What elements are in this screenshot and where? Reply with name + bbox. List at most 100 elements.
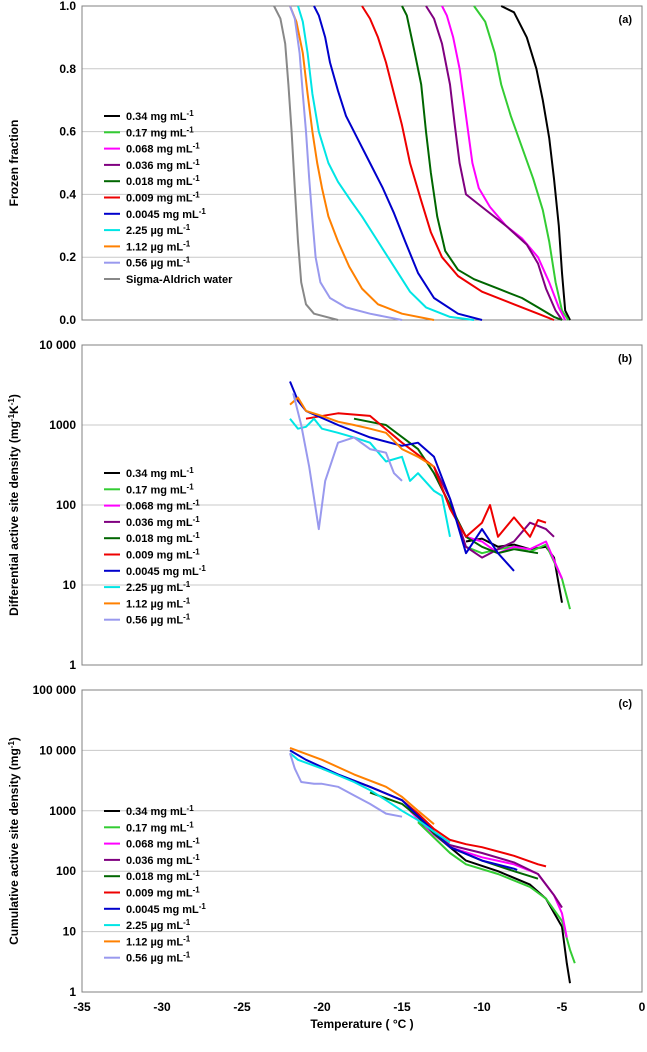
series-line-4 <box>401 5 563 321</box>
legend-entry: 0.34 mg mL-1 <box>126 466 194 480</box>
legend-entry: 0.009 mg mL-1 <box>126 886 200 900</box>
x-tick-label: -25 <box>233 1000 251 1014</box>
legend-label: 0.34 mg mL <box>126 806 187 818</box>
legend-entry: 0.17 mg mL-1 <box>126 125 194 139</box>
x-axis-label: Temperature ( °C ) <box>310 1017 413 1031</box>
legend-sup: -1 <box>193 869 201 878</box>
panel-label: (c) <box>619 698 633 710</box>
legend-entry: 0.009 mg mL-1 <box>126 191 200 205</box>
y-axis-label-sup: -1 <box>7 741 16 749</box>
legend-label: 0.56 µg mL <box>126 953 183 965</box>
legend-entry: 0.068 mg mL-1 <box>126 142 200 156</box>
legend-sup: -1 <box>193 174 201 183</box>
legend-entry: 0.018 mg mL-1 <box>126 174 200 188</box>
panel-label: (a) <box>619 14 633 26</box>
y-axis-label-sup: -1 <box>7 413 16 421</box>
y-axis-label-text: Cumulative active site density (mg <box>7 748 21 945</box>
legend-label: 0.17 mg mL <box>126 127 187 139</box>
legend-sup: -1 <box>187 482 195 491</box>
series-line-3 <box>425 5 563 321</box>
legend-entry: 2.25 µg mL-1 <box>126 223 191 237</box>
y-axis-label-mid: K <box>7 405 21 414</box>
legend-entry: 0.068 mg mL-1 <box>126 837 200 851</box>
panel-b: 1 10 100 1000 10 000 (b) Differential active s… <box>7 338 643 672</box>
series-line-8 <box>289 746 435 825</box>
series-line-9 <box>289 752 403 818</box>
legend-label: 2.25 µg mL <box>126 582 183 594</box>
legend-label: 1.12 µg mL <box>126 598 183 610</box>
panel-c: 1 10 100 1000 10 000 100 000 -35 -30 -25 -20 -15 -1… <box>7 683 646 1031</box>
series-line-5 <box>305 412 547 538</box>
legend-entry: Sigma-Aldrich water <box>126 274 233 286</box>
y-tick-label: 100 <box>56 864 76 878</box>
series-line-7 <box>289 752 451 844</box>
legend-label: 2.25 µg mL <box>126 920 183 932</box>
legend-label: 0.068 mg mL <box>126 144 193 156</box>
series-line-7 <box>289 417 451 537</box>
series-line-9 <box>292 392 403 531</box>
legend-label: 0.068 mg mL <box>126 839 193 851</box>
legend-entry: 0.17 mg mL-1 <box>126 482 194 496</box>
legend-sup: -1 <box>183 918 191 927</box>
legend-sup: -1 <box>193 515 201 524</box>
legend-entry: 1.12 µg mL-1 <box>126 596 191 610</box>
series-line-8 <box>289 5 435 321</box>
legend-entry: 0.0045 mg mL-1 <box>126 564 206 578</box>
legend-sup: -1 <box>193 548 201 557</box>
series-line-2 <box>433 472 563 580</box>
x-tick-label: -5 <box>557 1000 568 1014</box>
legend-label: 0.009 mg mL <box>126 888 193 900</box>
plot-frame <box>81 689 643 993</box>
legend-sup: -1 <box>193 499 201 508</box>
legend-entry: 0.018 mg mL-1 <box>126 869 200 883</box>
y-tick-label: 10 000 <box>39 338 76 352</box>
legend: 0.34 mg mL-10.17 mg mL-10.068 mg mL-10.0… <box>104 109 233 286</box>
legend-entry: 0.036 mg mL-1 <box>126 515 200 529</box>
legend-label: 0.068 mg mL <box>126 501 193 513</box>
legend-label: 0.56 µg mL <box>126 615 183 627</box>
y-tick-label: 1 <box>69 985 76 999</box>
y-tick-label: 1 <box>69 658 76 672</box>
legend-sup: -1 <box>193 886 201 895</box>
y-axis-label-end: ) <box>7 394 21 398</box>
legend-entry: 0.34 mg mL-1 <box>126 804 194 818</box>
legend-label: 0.0045 mg mL <box>126 209 199 221</box>
legend-sup: -1 <box>187 804 195 813</box>
legend-label: 0.018 mg mL <box>126 533 193 545</box>
legend: 0.34 mg mL-10.17 mg mL-10.068 mg mL-10.0… <box>104 466 206 627</box>
legend-entry: 1.12 µg mL-1 <box>126 934 191 948</box>
legend-entry: 1.12 µg mL-1 <box>126 239 191 253</box>
y-axis-label-text: Differential active site density (mg <box>7 421 21 616</box>
legend-label: 1.12 µg mL <box>126 241 183 253</box>
y-tick-label: 10 <box>63 578 77 592</box>
y-tick-label: 0.2 <box>59 250 76 264</box>
legend-entry: 0.018 mg mL-1 <box>126 531 200 545</box>
legend-sup: -1 <box>183 223 191 232</box>
series-line-7 <box>297 5 475 321</box>
x-tick-label: -35 <box>73 1000 91 1014</box>
legend-sup: -1 <box>187 109 195 118</box>
legend-sup: -1 <box>199 564 207 573</box>
series-line-0 <box>500 5 571 321</box>
y-axis-label: Cumulative active site density (mg-1) <box>7 737 21 945</box>
series-line-1 <box>417 821 576 964</box>
legend-label: 0.0045 mg mL <box>126 904 199 916</box>
legend-entry: 2.25 µg mL-1 <box>126 918 191 932</box>
legend-entry: 0.0045 mg mL-1 <box>126 207 206 221</box>
series-line-1 <box>465 543 571 610</box>
legend-sup: -1 <box>183 239 191 248</box>
legend-label: Sigma-Aldrich water <box>126 274 233 286</box>
y-tick-label: 10 000 <box>39 743 76 757</box>
legend-entry: 0.56 µg mL-1 <box>126 256 191 270</box>
legend-sup: -1 <box>193 837 201 846</box>
legend-entry: 0.0045 mg mL-1 <box>126 902 206 916</box>
series-line-2 <box>441 5 567 321</box>
legend-entry: 0.17 mg mL-1 <box>126 820 194 834</box>
legend-entry: 2.25 µg mL-1 <box>126 580 191 594</box>
panel-label: (b) <box>618 353 632 365</box>
series-line-6 <box>289 749 518 871</box>
legend-label: 1.12 µg mL <box>126 936 183 948</box>
legend-entry: 0.036 mg mL-1 <box>126 853 200 867</box>
x-tick-label: -30 <box>153 1000 171 1014</box>
